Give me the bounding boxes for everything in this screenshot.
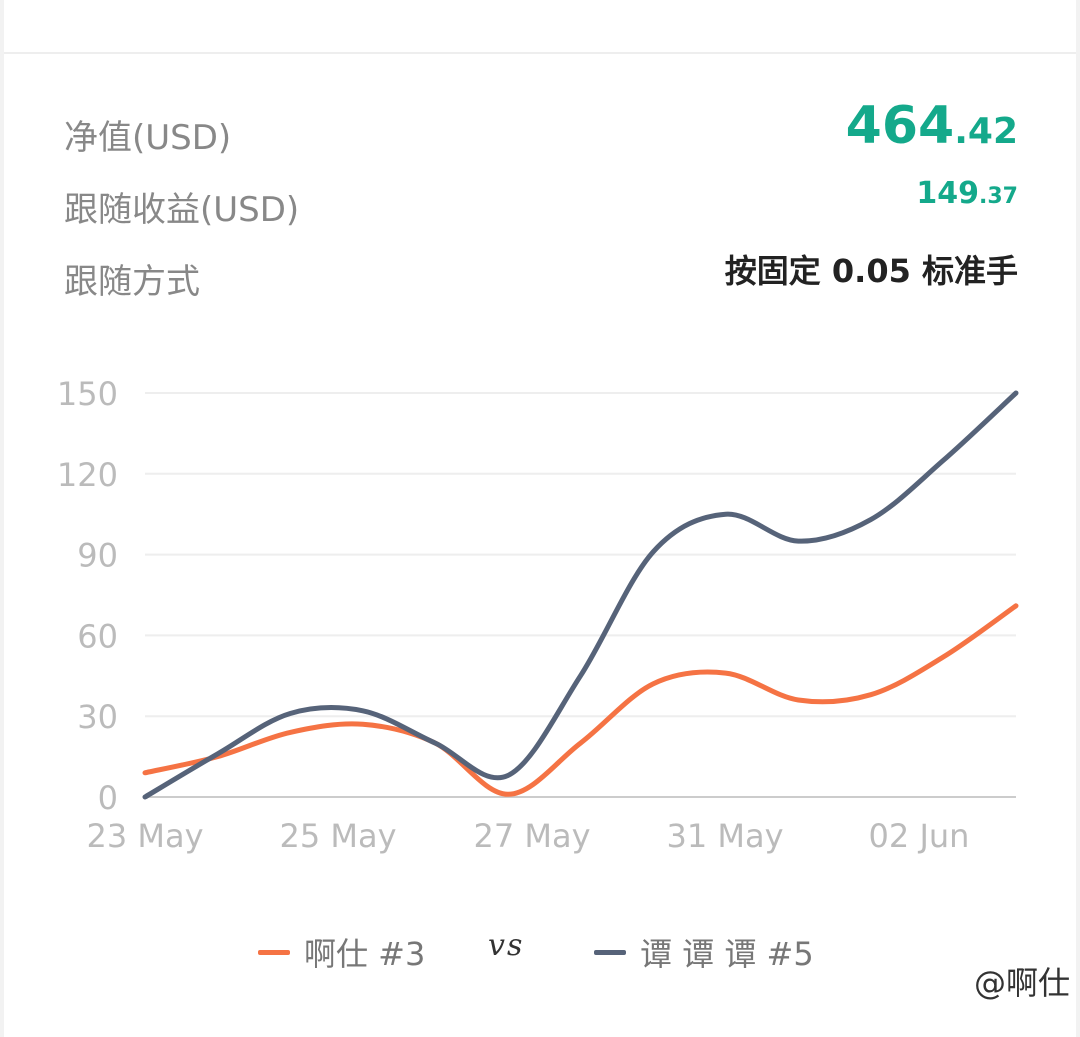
y-tick-label-60: 60 <box>77 617 118 655</box>
follow-mode-label: 跟随方式 <box>64 262 200 302</box>
top-divider <box>4 52 1076 54</box>
profit-comparison-chart: 0 30 60 90 120 150 23 May 25 May 27 May 31 May 02 … <box>57 375 1019 855</box>
legend-label-series-a: 啊仕 #3 <box>304 935 426 973</box>
y-tick-label-90: 90 <box>77 537 118 575</box>
x-tick-label-4: 02 Jun <box>869 817 970 855</box>
x-tick-label-0: 23 May <box>86 817 203 855</box>
follow-profit-value: 149.37 <box>916 176 1018 211</box>
x-tick-label-2: 27 May <box>473 817 590 855</box>
y-tick-label-0: 0 <box>98 779 118 817</box>
y-tick-label-30: 30 <box>77 698 118 736</box>
net-value-label: 净值(USD) <box>64 118 232 158</box>
watermark-text: @啊仕 <box>973 964 1070 1002</box>
series-line-b <box>142 390 1019 800</box>
y-tick-label-150: 150 <box>57 375 118 413</box>
legend-swatch-series-a <box>258 949 290 955</box>
legend-item-series-a[interactable]: 啊仕 #3 <box>258 930 425 974</box>
follow-mode-value: 按固定 0.05 标准手 <box>724 252 1018 290</box>
legend-vs-text: vs <box>488 928 525 963</box>
net-value: 464.42 <box>846 96 1018 156</box>
net-value-decimal: .42 <box>954 111 1018 152</box>
follow-profit-integer: 149 <box>916 176 980 211</box>
legend-item-series-b[interactable]: 谭 谭 谭 #5 <box>594 930 814 974</box>
follow-profit-decimal: .37 <box>979 184 1018 209</box>
legend-swatch-series-b <box>594 949 626 955</box>
legend-label-series-b: 谭 谭 谭 #5 <box>640 935 814 973</box>
follow-detail-card <box>4 0 1076 1037</box>
y-tick-label-120: 120 <box>57 456 118 494</box>
net-value-integer: 464 <box>845 96 955 156</box>
x-tick-label-3: 31 May <box>666 817 783 855</box>
series-line-a <box>142 603 1019 797</box>
follow-profit-label: 跟随收益(USD) <box>64 190 300 230</box>
x-tick-label-1: 25 May <box>279 817 396 855</box>
